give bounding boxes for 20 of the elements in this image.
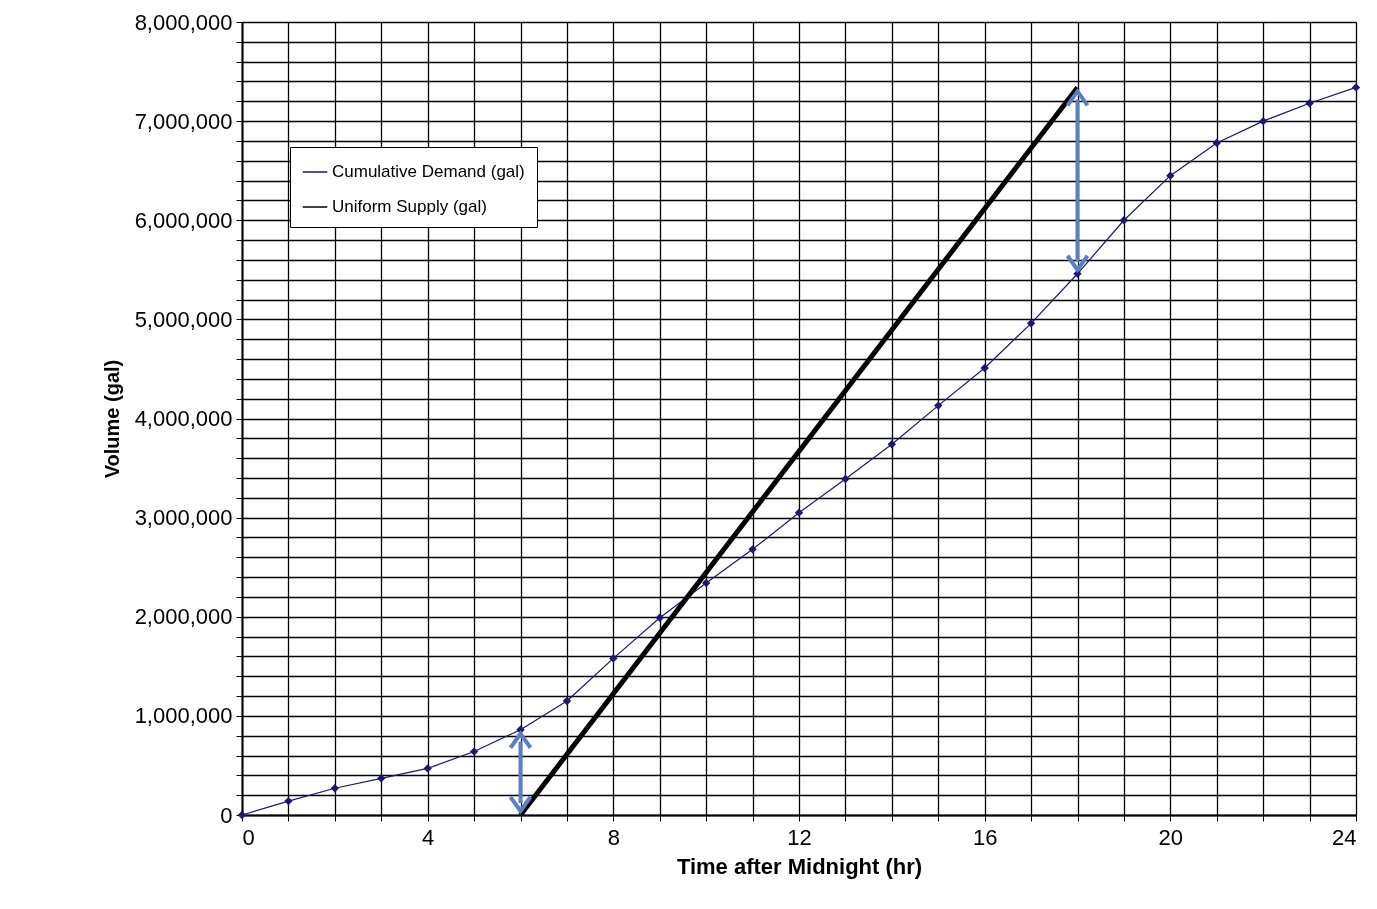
- x-tick-label: 16: [972, 824, 998, 850]
- y-tick-label: 6,000,000: [134, 207, 233, 233]
- y-tick-label: 7,000,000: [134, 108, 233, 134]
- y-tick-label: 3,000,000: [134, 505, 233, 531]
- x-tick-label: 0: [242, 824, 255, 850]
- y-tick-label: 1,000,000: [134, 703, 233, 729]
- y-tick-label: 4,000,000: [134, 406, 233, 431]
- x-tick-label: 8: [607, 824, 620, 850]
- y-tick-label: 2,000,000: [134, 604, 233, 630]
- x-tick-label: 20: [1158, 824, 1184, 850]
- legend-label: Cumulative Demand (gal): [332, 162, 525, 181]
- y-tick-label: 8,000,000: [134, 9, 233, 35]
- y-tick-label: 0: [220, 802, 233, 828]
- x-axis-title: Time after Midnight (hr): [676, 853, 923, 879]
- x-tick-label: 12: [787, 824, 812, 850]
- legend-label: Uniform Supply (gal): [332, 197, 487, 216]
- y-tick-label: 5,000,000: [134, 306, 233, 332]
- x-tick-label: 24: [1332, 824, 1357, 850]
- y-axis-title: Volume (gal): [100, 359, 123, 479]
- x-tick-label: 4: [422, 824, 435, 850]
